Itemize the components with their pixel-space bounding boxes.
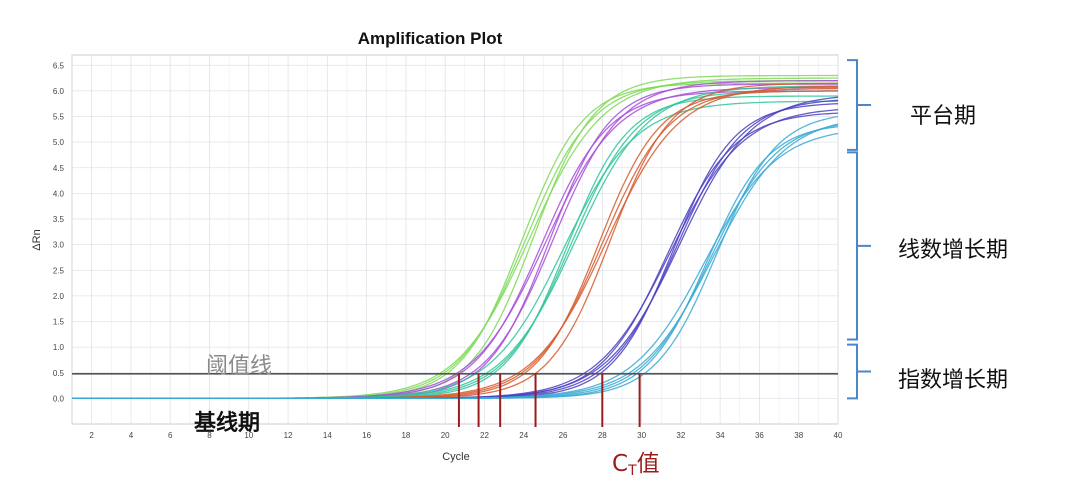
amplification-curve bbox=[72, 115, 839, 400]
x-tick-label: 2 bbox=[89, 431, 94, 440]
y-tick-label: 6.5 bbox=[53, 61, 65, 70]
ct-label: CT值 bbox=[612, 451, 660, 479]
x-tick-label: 28 bbox=[598, 431, 607, 440]
y-tick-label: 3.0 bbox=[53, 241, 65, 250]
linear-phase-label: 线数增长期 bbox=[898, 238, 1009, 263]
amplification-curves bbox=[72, 74, 839, 400]
x-tick-label: 38 bbox=[794, 431, 803, 440]
y-tick-label: 2.5 bbox=[53, 266, 65, 275]
chart-title: Amplification Plot bbox=[358, 29, 503, 48]
x-tick-label: 16 bbox=[362, 431, 371, 440]
x-tick-label: 26 bbox=[559, 431, 568, 440]
threshold-label: 阈值线 bbox=[206, 354, 272, 379]
exponential-phase-bracket bbox=[847, 343, 871, 400]
x-tick-label: 4 bbox=[129, 431, 134, 440]
y-tick-label: 2.0 bbox=[53, 292, 65, 301]
y-tick-label: 1.5 bbox=[53, 318, 65, 327]
x-tick-label: 6 bbox=[168, 431, 173, 440]
y-tick-label: 3.5 bbox=[53, 215, 65, 224]
x-tick-label: 36 bbox=[755, 431, 764, 440]
x-axis-label: Cycle bbox=[442, 451, 470, 463]
phase-brackets bbox=[847, 59, 871, 400]
x-tick-label: 10 bbox=[244, 431, 253, 440]
x-tick-label: 24 bbox=[519, 431, 528, 440]
y-tick-label: 6.0 bbox=[53, 87, 65, 96]
x-tick-label: 22 bbox=[480, 431, 489, 440]
ct-label-c: C bbox=[612, 451, 628, 477]
baseline-label: 基线期 bbox=[194, 410, 260, 436]
y-tick-label: 4.0 bbox=[53, 189, 65, 198]
axis-ticks: 2 4 6 8 10 12 14 16 18 20 22 24 26 28 30 32 34 36 38 400.00… bbox=[53, 61, 843, 440]
y-tick-label: 5.5 bbox=[53, 113, 65, 122]
x-tick-label: 14 bbox=[323, 431, 332, 440]
x-tick-label: 40 bbox=[834, 431, 843, 440]
linear-phase-bracket bbox=[847, 151, 871, 341]
y-tick-label: 0.5 bbox=[53, 369, 65, 378]
plateau-bracket bbox=[847, 59, 871, 151]
y-tick-label: 5.0 bbox=[53, 138, 65, 147]
x-tick-label: 18 bbox=[401, 431, 410, 440]
x-tick-label: 34 bbox=[716, 431, 725, 440]
y-tick-label: 1.0 bbox=[53, 343, 65, 352]
y-tick-label: 4.5 bbox=[53, 164, 65, 173]
x-tick-label: 8 bbox=[207, 431, 212, 440]
ct-label-subscript: T bbox=[627, 463, 637, 479]
y-axis-label: ΔRn bbox=[31, 229, 43, 250]
x-tick-label: 12 bbox=[284, 431, 293, 440]
x-tick-label: 20 bbox=[441, 431, 450, 440]
plateau-phase-label: 平台期 bbox=[910, 104, 977, 129]
ct-label-suffix: 值 bbox=[637, 451, 660, 477]
x-tick-label: 32 bbox=[676, 431, 685, 440]
ct-markers bbox=[457, 373, 641, 427]
y-tick-label: 0.0 bbox=[53, 394, 65, 403]
x-tick-label: 30 bbox=[637, 431, 646, 440]
exponential-phase-label: 指数增长期 bbox=[898, 368, 1009, 393]
